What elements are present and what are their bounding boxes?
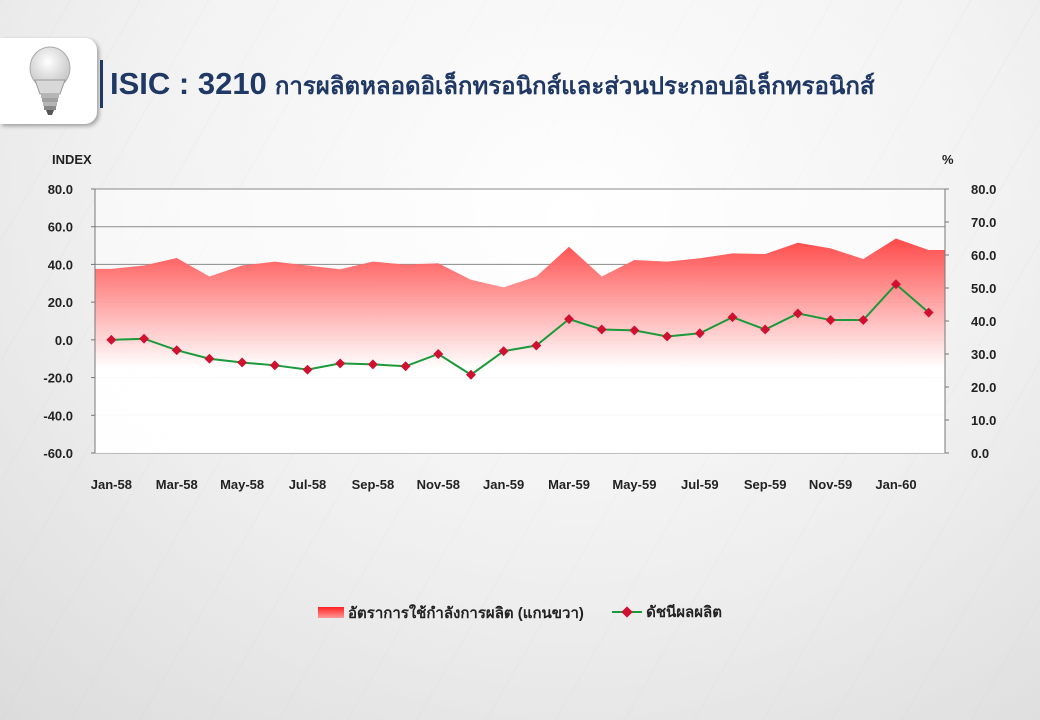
index-point [629, 325, 640, 336]
left-tick-label: 80.0 [48, 182, 73, 197]
right-tick-label: 30.0 [971, 347, 996, 362]
index-point [923, 307, 934, 318]
title-accent-bar [100, 60, 103, 108]
index-point [564, 314, 574, 325]
index-point [727, 312, 738, 323]
index-point [400, 361, 411, 372]
index-point [825, 315, 836, 326]
axes [94, 189, 946, 453]
x-tick-label: Mar-58 [156, 477, 198, 492]
index-point [269, 360, 280, 371]
index-point [237, 357, 248, 368]
index-point [171, 345, 182, 356]
left-tick-label: 40.0 [48, 257, 73, 272]
index-point [792, 308, 803, 319]
left-tick-label: 60.0 [48, 220, 73, 235]
x-tick-label: Jan-59 [483, 477, 524, 492]
legend-item-capacity: อัตราการใช้กำลังการผลิต (แกนขวา) [318, 601, 584, 625]
right-tick-label: 0.0 [971, 446, 989, 461]
index-point [662, 331, 673, 342]
right-tick-label: 20.0 [971, 380, 996, 395]
index-point [302, 364, 313, 375]
light-bulb-icon [29, 46, 71, 115]
x-tick-label: Jan-58 [91, 477, 132, 492]
index-point [531, 340, 542, 351]
right-tick-label: 60.0 [971, 248, 996, 263]
right-tick-label: 40.0 [971, 314, 996, 329]
legend: อัตราการใช้กำลังการผลิต (แกนขวา) ดัชนีผล… [0, 600, 1040, 625]
index-point [858, 315, 869, 326]
index-point [596, 324, 607, 335]
legend-line-swatch [612, 606, 643, 618]
legend-label-index: ดัชนีผลผลิต [646, 604, 722, 621]
x-tick-label: May-58 [220, 477, 264, 492]
index-point [367, 359, 378, 370]
index-line-series [106, 279, 934, 380]
x-tick-labels: Jan-58 Mar-58 May-58 Jul-58 Sep-58 Nov-58 Jan-… [91, 477, 917, 492]
left-tick-label: 0.0 [55, 333, 73, 348]
capacity-area-series [95, 238, 945, 453]
x-tick-label: Jul-59 [681, 477, 719, 492]
index-point [694, 328, 705, 339]
title-description: การผลิตหลอดอิเล็กทรอนิกส์และส่วนประกอบอิ… [274, 73, 875, 100]
index-point [498, 346, 509, 357]
x-tick-label: Mar-59 [548, 477, 590, 492]
right-axis-title: % [942, 152, 954, 167]
right-tick-label: 50.0 [971, 281, 996, 296]
left-axis-title: INDEX [52, 152, 92, 167]
legend-label-capacity: อัตราการใช้กำลังการผลิต (แกนขวา) [348, 604, 584, 622]
legend-item-index: ดัชนีผลผลิต [612, 600, 722, 624]
left-tick-label: -20.0 [43, 371, 73, 386]
left-tick-label: -60.0 [43, 446, 73, 461]
right-tick-labels: 80.0 70.0 60.0 50.0 40.0 30.0 20.0 10.0 0.0 [971, 182, 996, 461]
legend-area-swatch [318, 607, 345, 618]
index-point [433, 349, 444, 359]
x-tick-label: Sep-59 [744, 477, 787, 492]
index-point [466, 369, 476, 380]
index-point [204, 353, 215, 364]
x-tick-label: Sep-58 [352, 477, 395, 492]
x-tick-label: Nov-58 [417, 477, 460, 492]
right-tick-label: 10.0 [971, 413, 996, 428]
x-tick-label: Nov-59 [809, 477, 852, 492]
left-tick-label: -40.0 [43, 408, 73, 423]
left-tick-labels: 80.0 60.0 40.0 20.0 0.0 -20.0 -40.0 -60.0 [43, 182, 73, 461]
capacity-area [95, 238, 945, 453]
right-tick-label: 70.0 [971, 215, 996, 230]
right-tick-label: 80.0 [971, 182, 996, 197]
index-point [891, 279, 901, 290]
index-point [335, 358, 346, 369]
index-line [111, 282, 930, 376]
x-tick-label: Jan-60 [875, 477, 916, 492]
index-point [139, 333, 149, 344]
x-tick-label: May-59 [612, 477, 656, 492]
left-tick-label: 20.0 [48, 295, 73, 310]
x-tick-label: Jul-58 [289, 477, 327, 492]
index-point [760, 324, 771, 335]
title-code: ISIC : 3210 [110, 66, 267, 101]
icon-card [0, 38, 97, 124]
page-title: ISIC : 3210 การผลิตหลอดอิเล็กทรอนิกส์และส… [110, 66, 875, 105]
